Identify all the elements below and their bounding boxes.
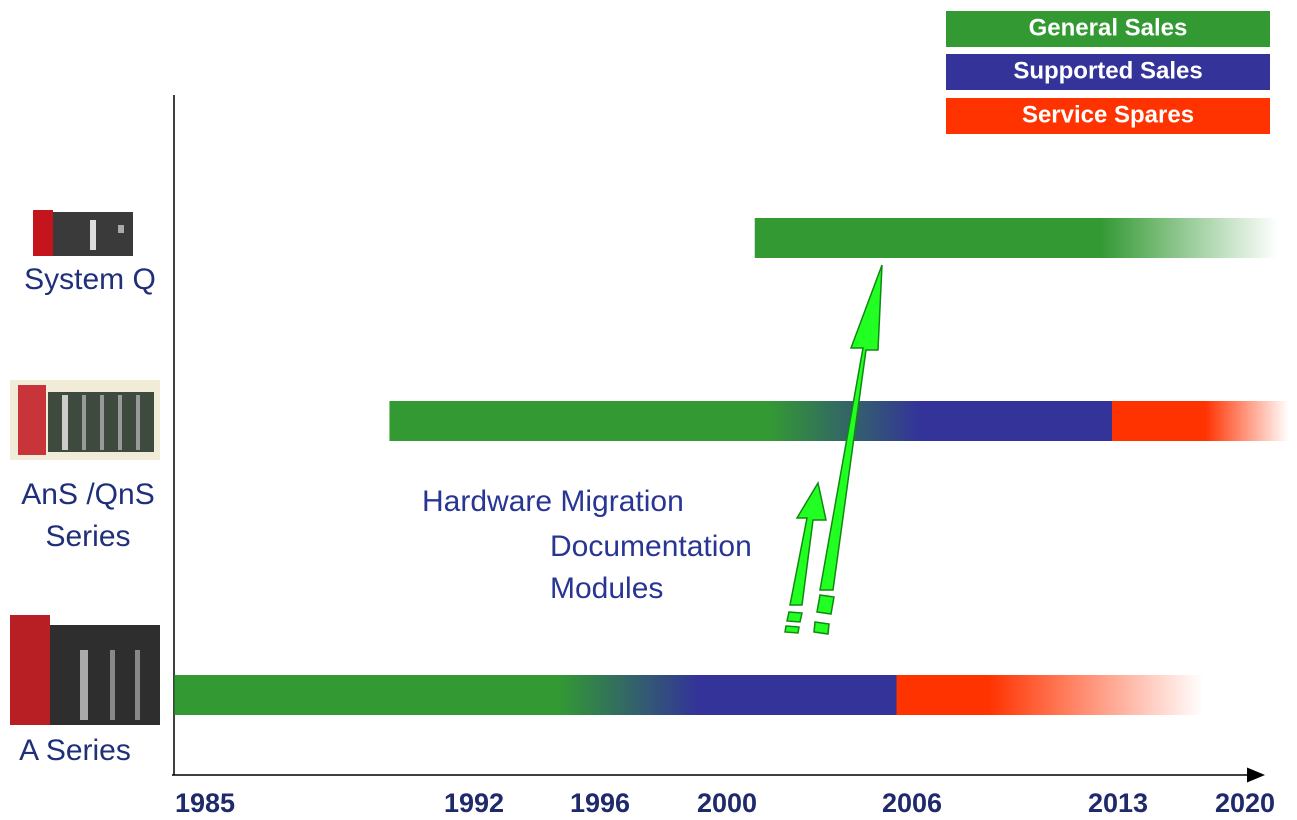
x-tick-label: 2006 [882,788,942,818]
row-label: A Series [19,734,131,767]
annotation: Modules [550,572,663,605]
x-tick-label: 2020 [1215,788,1275,818]
legend-label: Service Spares [1022,101,1194,128]
timeline-bar [755,218,1278,258]
x-tick-label: 1992 [444,788,504,818]
a-series-image [10,615,160,725]
x-tick-label: 1996 [570,788,630,818]
row-label: Series [45,520,130,553]
legend-label: Supported Sales [1013,57,1202,84]
page: 1985 1992 1996 2000 2006 2013 2020 General Sale… [0,0,1297,820]
annotation: Documentation [550,530,752,563]
legend-label: General Sales [1029,14,1188,41]
migration-arrows [785,265,882,634]
x-tick-label: 2013 [1088,788,1148,818]
system-q-image [33,210,133,256]
annotation: Hardware Migration [422,485,684,518]
row-label: AnS /QnS [21,478,154,511]
row-label: System Q [24,263,156,296]
ans-image [10,380,160,460]
timeline-bar [389,401,1288,441]
chart: 1985 1992 1996 2000 2006 2013 2020 General Sale… [0,0,1297,820]
timeline-bar [174,675,1203,715]
x-tick-label: 1985 [175,788,235,818]
x-tick-label: 2000 [697,788,757,818]
